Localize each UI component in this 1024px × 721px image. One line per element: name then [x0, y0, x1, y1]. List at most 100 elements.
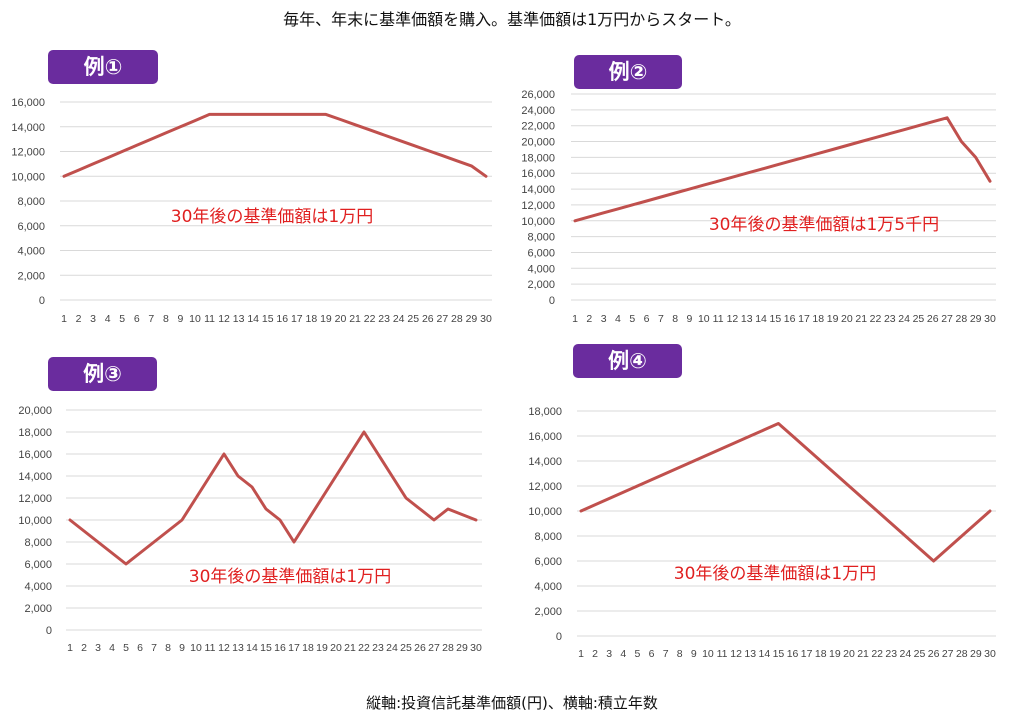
y-tick-label: 22,000	[521, 121, 555, 133]
y-tick-label: 12,000	[521, 200, 555, 212]
x-tick-label: 19	[827, 313, 839, 325]
badge-example-2: 例②	[574, 55, 682, 89]
x-tick-label: 26	[927, 313, 939, 325]
x-tick-label: 9	[177, 313, 183, 325]
x-tick-label: 27	[437, 313, 449, 325]
x-tick-label: 28	[956, 648, 968, 660]
x-tick-label: 26	[414, 642, 426, 654]
y-tick-label: 8,000	[24, 537, 52, 549]
x-tick-label: 24	[898, 313, 910, 325]
y-tick-label: 10,000	[11, 171, 45, 183]
series-line	[68, 430, 478, 566]
x-tick-label: 20	[843, 648, 855, 660]
x-tick-label: 4	[620, 648, 626, 660]
y-tick-label: 0	[549, 295, 555, 307]
x-tick-label: 24	[900, 648, 912, 660]
x-tick-label: 9	[691, 648, 697, 660]
x-tick-label: 6	[644, 313, 650, 325]
x-tick-label: 22	[358, 642, 370, 654]
y-tick-label: 4,000	[17, 246, 45, 258]
badge-example-4: 例④	[573, 344, 682, 378]
x-tick-label: 2	[76, 313, 82, 325]
x-tick-label: 26	[422, 313, 434, 325]
x-tick-label: 30	[984, 313, 996, 325]
axis-explanation-note: 縦軸:投資信託基準価額(円)、横軸:積立年数	[366, 694, 658, 712]
y-tick-label: 12,000	[11, 147, 45, 159]
x-tick-label: 9	[179, 642, 185, 654]
x-tick-label: 17	[288, 642, 300, 654]
x-tick-label: 11	[205, 642, 216, 654]
x-tick-label: 8	[165, 642, 171, 654]
x-tick-label: 3	[95, 642, 101, 654]
y-tick-label: 14,000	[528, 456, 562, 468]
y-tick-label: 8,000	[527, 232, 555, 244]
x-tick-label: 13	[741, 313, 753, 325]
x-tick-label: 1	[572, 313, 578, 325]
y-tick-label: 4,000	[24, 581, 52, 593]
y-tick-label: 26,000	[521, 89, 555, 101]
x-tick-label: 13	[744, 648, 756, 660]
x-tick-label: 19	[829, 648, 841, 660]
x-tick-label: 13	[232, 642, 244, 654]
y-tick-label: 6,000	[17, 221, 45, 233]
x-tick-label: 3	[606, 648, 612, 660]
result-annotation: 30年後の基準価額は1万5千円	[709, 215, 939, 235]
x-tick-label: 2	[586, 313, 592, 325]
y-tick-label: 0	[46, 625, 52, 637]
x-tick-label: 29	[970, 648, 982, 660]
x-tick-label: 14	[755, 313, 767, 325]
y-tick-label: 16,000	[18, 449, 52, 461]
badge-example-3: 例③	[48, 357, 157, 391]
x-tick-label: 13	[233, 313, 245, 325]
series-line	[579, 422, 992, 563]
y-tick-label: 2,000	[527, 279, 555, 291]
x-tick-label: 15	[260, 642, 272, 654]
y-tick-label: 20,000	[521, 137, 555, 149]
x-tick-label: 25	[407, 313, 419, 325]
x-tick-label: 19	[320, 313, 332, 325]
x-tick-label: 18	[306, 313, 318, 325]
y-tick-label: 18,000	[521, 152, 555, 164]
x-tick-label: 21	[344, 642, 356, 654]
x-tick-label: 23	[378, 313, 390, 325]
x-tick-label: 5	[629, 313, 635, 325]
result-annotation: 30年後の基準価額は1万円	[674, 564, 876, 584]
x-tick-label: 8	[672, 313, 678, 325]
y-tick-label: 4,000	[534, 581, 562, 593]
x-tick-label: 14	[246, 642, 258, 654]
y-tick-label: 10,000	[18, 515, 52, 527]
x-tick-label: 20	[841, 313, 853, 325]
y-tick-label: 0	[39, 295, 45, 307]
x-tick-label: 3	[90, 313, 96, 325]
x-tick-label: 8	[677, 648, 683, 660]
x-tick-label: 12	[218, 313, 230, 325]
x-tick-label: 10	[189, 313, 201, 325]
x-tick-label: 18	[815, 648, 827, 660]
x-tick-label: 18	[812, 313, 824, 325]
x-tick-label: 27	[942, 648, 954, 660]
x-tick-label: 20	[330, 642, 342, 654]
y-tick-label: 0	[556, 631, 562, 643]
y-tick-label: 14,000	[11, 122, 45, 134]
x-tick-label: 6	[134, 313, 140, 325]
y-tick-label: 18,000	[18, 427, 52, 439]
y-tick-label: 8,000	[17, 196, 45, 208]
x-tick-label: 6	[649, 648, 655, 660]
y-tick-label: 2,000	[534, 606, 562, 618]
result-annotation: 30年後の基準価額は1万円	[189, 567, 391, 587]
x-tick-label: 2	[81, 642, 87, 654]
x-tick-label: 14	[759, 648, 771, 660]
x-tick-label: 1	[578, 648, 584, 660]
x-tick-label: 12	[730, 648, 742, 660]
x-tick-label: 29	[970, 313, 982, 325]
x-tick-label: 24	[393, 313, 405, 325]
x-tick-label: 23	[884, 313, 896, 325]
x-tick-label: 10	[190, 642, 202, 654]
x-tick-label: 16	[276, 313, 288, 325]
x-tick-label: 21	[349, 313, 361, 325]
x-tick-label: 5	[634, 648, 640, 660]
series-line	[62, 112, 488, 178]
x-tick-label: 29	[466, 313, 478, 325]
y-tick-label: 14,000	[521, 184, 555, 196]
